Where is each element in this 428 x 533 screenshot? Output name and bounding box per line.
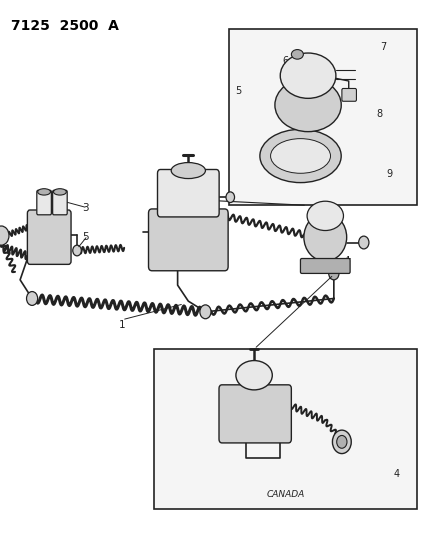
Circle shape <box>73 245 81 256</box>
Circle shape <box>329 267 339 280</box>
Circle shape <box>337 435 347 448</box>
Text: 6: 6 <box>282 56 288 66</box>
Circle shape <box>333 430 351 454</box>
FancyBboxPatch shape <box>342 88 357 101</box>
FancyBboxPatch shape <box>37 190 51 215</box>
Ellipse shape <box>236 360 272 390</box>
Bar <box>154 349 417 509</box>
FancyBboxPatch shape <box>27 210 71 264</box>
Ellipse shape <box>275 78 341 132</box>
FancyBboxPatch shape <box>149 209 228 271</box>
Text: 3: 3 <box>82 203 89 213</box>
Circle shape <box>200 305 211 319</box>
Circle shape <box>226 192 235 203</box>
Ellipse shape <box>38 189 51 195</box>
Circle shape <box>27 292 38 305</box>
Ellipse shape <box>280 53 336 99</box>
Ellipse shape <box>307 201 343 230</box>
Ellipse shape <box>54 189 66 195</box>
FancyBboxPatch shape <box>158 169 219 217</box>
Ellipse shape <box>270 139 330 173</box>
Text: 4: 4 <box>343 256 350 266</box>
Ellipse shape <box>291 50 303 59</box>
FancyBboxPatch shape <box>53 190 67 215</box>
Text: 4: 4 <box>393 469 399 479</box>
Text: 7: 7 <box>380 42 386 52</box>
FancyBboxPatch shape <box>300 259 350 273</box>
Text: 1: 1 <box>119 320 125 330</box>
Bar <box>229 29 417 205</box>
Circle shape <box>0 226 9 245</box>
Ellipse shape <box>304 213 347 261</box>
Text: CANADA: CANADA <box>267 490 305 499</box>
Text: 5: 5 <box>235 86 241 96</box>
Text: 5: 5 <box>82 232 89 242</box>
Text: 8: 8 <box>377 109 383 119</box>
Circle shape <box>359 236 369 249</box>
Ellipse shape <box>171 163 205 179</box>
Text: 7125  2500  A: 7125 2500 A <box>11 19 119 33</box>
Text: 2: 2 <box>37 195 44 205</box>
Text: 9: 9 <box>386 168 392 179</box>
Ellipse shape <box>260 130 341 183</box>
FancyBboxPatch shape <box>219 385 291 443</box>
